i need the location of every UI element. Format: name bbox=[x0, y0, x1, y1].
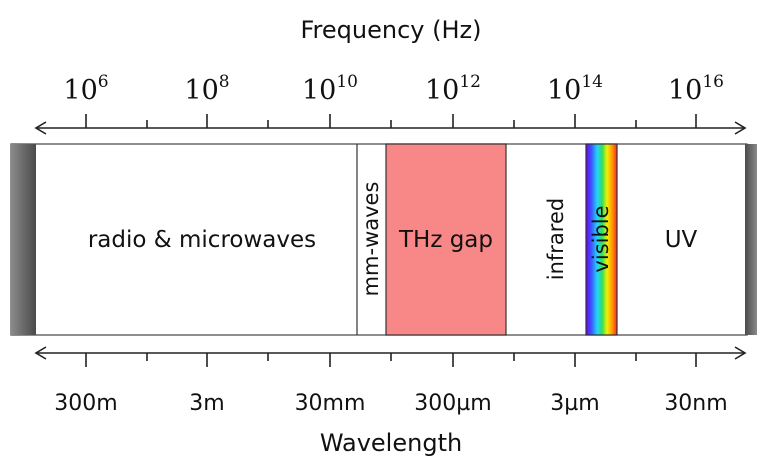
frequency-axis bbox=[34, 114, 747, 135]
wavelength-tick-label-3: 30mm bbox=[295, 391, 366, 416]
wavelength-tick-label-6: 30nm bbox=[664, 391, 727, 416]
band-thz-gap: THz gap bbox=[385, 143, 507, 336]
band-uv: UV bbox=[665, 227, 698, 253]
band-label-thz-gap: THz gap bbox=[398, 227, 493, 253]
frequency-tick-label-6: 1016 bbox=[668, 72, 724, 106]
wavelength-axis-title: Wavelength bbox=[320, 429, 462, 457]
band-mm-waves: mm-waves bbox=[356, 144, 383, 335]
frequency-tick-label-4: 1012 bbox=[425, 72, 481, 106]
spectrum-bar: radio & microwaves mm-waves THz gap infr… bbox=[10, 143, 757, 336]
band-infrared: infrared bbox=[544, 198, 568, 280]
frequency-tick-label-1: 106 bbox=[63, 72, 108, 106]
band-label-visible: visible bbox=[589, 205, 613, 272]
band-label-infrared: infrared bbox=[544, 198, 568, 280]
spectrum-left-edge bbox=[11, 144, 36, 335]
wavelength-tick-label-1: 300m bbox=[54, 391, 117, 416]
wavelength-tick-label-2: 3m bbox=[189, 391, 224, 416]
wavelength-axis bbox=[34, 346, 747, 367]
band-label-mm-waves: mm-waves bbox=[359, 182, 383, 297]
band-label-radio-microwaves: radio & microwaves bbox=[88, 227, 316, 253]
spectrum-right-edge bbox=[745, 144, 757, 335]
wavelength-tick-label-5: 3µm bbox=[550, 391, 599, 416]
band-visible: visible bbox=[585, 143, 618, 336]
wavelength-tick-labels: 300m 3m 30mm 300µm 3µm 30nm bbox=[54, 391, 727, 416]
band-label-uv: UV bbox=[665, 227, 698, 253]
band-radio-microwaves: radio & microwaves bbox=[88, 227, 316, 253]
frequency-axis-title: Frequency (Hz) bbox=[301, 16, 482, 44]
frequency-tick-label-5: 1014 bbox=[547, 72, 603, 106]
wavelength-tick-label-4: 300µm bbox=[414, 391, 491, 416]
frequency-tick-label-2: 108 bbox=[184, 72, 229, 106]
frequency-tick-label-3: 1010 bbox=[302, 72, 358, 106]
frequency-tick-labels: 106 108 1010 1012 1014 1016 bbox=[63, 72, 724, 106]
